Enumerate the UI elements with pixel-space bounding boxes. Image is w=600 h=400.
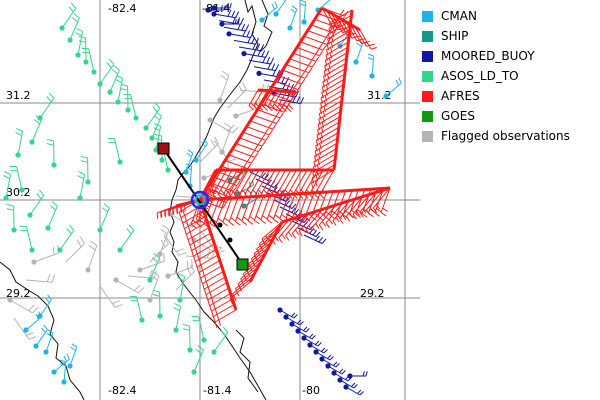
storm-center-inner-ring — [194, 194, 206, 206]
lat-label-left-2: 30.2 — [6, 186, 31, 199]
legend-swatch-goes — [422, 110, 433, 122]
lon-label-bottom-3: -80 — [302, 384, 320, 397]
legend-item-cman[interactable]: CMAN — [422, 6, 598, 26]
legend-swatch-flagged — [422, 130, 433, 142]
legend-item-asos[interactable]: ASOS_LD_TO — [422, 66, 598, 86]
storm-center-ring — [190, 190, 210, 210]
lat-label-left-1: 31.2 — [6, 89, 31, 102]
legend-item-goes[interactable]: GOES — [422, 106, 598, 126]
legend-swatch-cman — [422, 10, 433, 22]
flagged-observation-barbs — [7, 70, 270, 340]
legend-label-asos: ASOS_LD_TO — [441, 69, 519, 83]
legend-label-cman: CMAN — [441, 9, 477, 23]
coastline — [0, 0, 273, 400]
goes-marker — [236, 258, 249, 271]
legend: CMAN SHIP MOORED_BUOY ASOS_LD_TO AFRES G… — [422, 6, 598, 146]
legend-label-goes: GOES — [441, 109, 475, 123]
legend-item-moored-buoy[interactable]: MOORED_BUOY — [422, 46, 598, 66]
lon-label-bottom-1: -82.4 — [108, 384, 136, 397]
legend-item-flagged[interactable]: Flagged observations — [422, 126, 598, 146]
legend-label-flagged: Flagged observations — [441, 129, 570, 143]
grid-labels: -82.4 -81.4 -82.4 -81.4 -80 31.2 31.2 30… — [6, 2, 392, 397]
lat-label-left-3: 29.2 — [6, 287, 31, 300]
observation-map[interactable]: -82.4 -81.4 -82.4 -81.4 -80 31.2 31.2 30… — [0, 0, 420, 400]
legend-swatch-asos — [422, 70, 433, 82]
lat-label-right-2: 29.2 — [360, 287, 385, 300]
legend-label-afres: AFRES — [441, 89, 480, 103]
track-start-marker — [157, 142, 170, 155]
storm-track — [157, 142, 249, 271]
lon-label-bottom-2: -81.4 — [203, 384, 231, 397]
legend-label-ship: SHIP — [441, 29, 469, 43]
legend-swatch-moored-buoy — [422, 50, 433, 62]
asos-ld-to-barbs — [3, 2, 229, 375]
legend-swatch-afres — [422, 90, 433, 102]
lat-label-right-1: 31.2 — [367, 89, 392, 102]
legend-swatch-ship — [422, 30, 433, 42]
legend-item-afres[interactable]: AFRES — [422, 86, 598, 106]
legend-item-ship[interactable]: SHIP — [422, 26, 598, 46]
lon-label-top-1: -82.4 — [108, 2, 136, 15]
legend-label-moored-buoy: MOORED_BUOY — [441, 49, 535, 63]
afres-barbs — [156, 6, 391, 328]
